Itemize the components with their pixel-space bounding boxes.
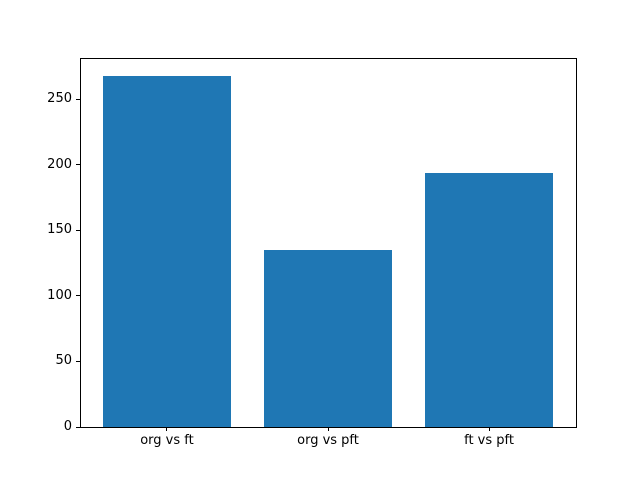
plot-area xyxy=(80,58,577,428)
x-tick-mark xyxy=(166,427,168,431)
bar xyxy=(102,75,232,427)
y-tick-mark xyxy=(76,360,80,362)
x-tick-mark xyxy=(488,427,490,431)
y-tick-mark xyxy=(76,426,80,428)
y-tick-label: 100 xyxy=(47,287,72,303)
bar xyxy=(263,249,393,427)
y-tick-label: 150 xyxy=(47,222,72,238)
x-tick-label: org vs ft xyxy=(140,433,194,448)
y-tick-mark xyxy=(76,229,80,231)
y-tick-label: 250 xyxy=(47,91,72,107)
x-tick-mark xyxy=(327,427,329,431)
bar xyxy=(424,172,554,427)
y-tick-mark xyxy=(76,98,80,100)
y-tick-label: 0 xyxy=(63,419,72,434)
x-tick-label: ft vs pft xyxy=(464,433,514,448)
y-tick-label: 200 xyxy=(47,156,72,172)
x-tick-label: org vs pft xyxy=(297,433,359,448)
y-tick-label: 50 xyxy=(55,353,72,369)
y-tick-mark xyxy=(76,295,80,297)
y-tick-mark xyxy=(76,164,80,166)
